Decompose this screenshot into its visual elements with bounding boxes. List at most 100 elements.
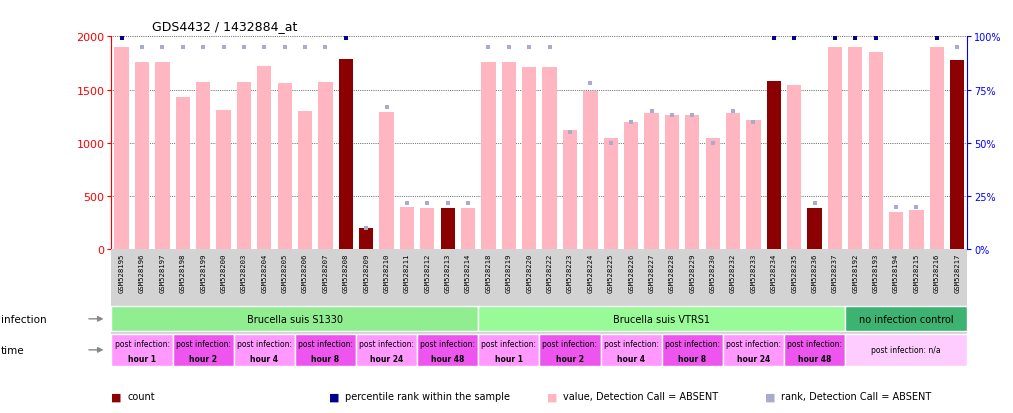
Text: GSM528205: GSM528205 bbox=[282, 253, 288, 292]
Text: GSM528215: GSM528215 bbox=[914, 253, 920, 292]
Text: GSM528208: GSM528208 bbox=[342, 253, 348, 292]
Bar bbox=[155, 63, 169, 250]
Text: ■: ■ bbox=[329, 392, 339, 401]
Text: GSM528209: GSM528209 bbox=[364, 253, 369, 292]
Bar bbox=[359, 229, 374, 250]
Text: GDS4432 / 1432884_at: GDS4432 / 1432884_at bbox=[152, 20, 298, 33]
Text: hour 2: hour 2 bbox=[556, 354, 583, 363]
Bar bbox=[135, 63, 149, 250]
Text: post infection:: post infection: bbox=[420, 339, 475, 348]
Bar bbox=[501, 63, 516, 250]
Bar bbox=[543, 68, 557, 250]
Text: hour 48: hour 48 bbox=[431, 354, 464, 363]
Text: GSM528194: GSM528194 bbox=[893, 253, 900, 292]
Bar bbox=[807, 209, 822, 250]
Bar bbox=[910, 211, 924, 250]
Text: Brucella suis VTRS1: Brucella suis VTRS1 bbox=[613, 314, 710, 324]
Text: post infection:: post infection: bbox=[114, 339, 169, 348]
Bar bbox=[420, 209, 435, 250]
Bar bbox=[868, 53, 883, 250]
Text: GSM528217: GSM528217 bbox=[954, 253, 960, 292]
Text: GSM528211: GSM528211 bbox=[404, 253, 410, 292]
Text: GSM528237: GSM528237 bbox=[832, 253, 838, 292]
Text: post infection:: post infection: bbox=[175, 339, 231, 348]
Bar bbox=[257, 67, 271, 250]
Bar bbox=[747, 121, 761, 250]
Bar bbox=[234, 334, 295, 366]
Bar bbox=[400, 207, 414, 250]
Bar bbox=[950, 61, 964, 250]
Text: GSM528195: GSM528195 bbox=[119, 253, 125, 292]
Text: GSM528198: GSM528198 bbox=[179, 253, 185, 292]
Text: GSM528200: GSM528200 bbox=[221, 253, 227, 292]
Text: post infection:: post infection: bbox=[604, 339, 658, 348]
Text: post infection:: post infection: bbox=[543, 339, 598, 348]
Text: hour 24: hour 24 bbox=[370, 354, 403, 363]
Text: GSM528222: GSM528222 bbox=[547, 253, 553, 292]
Bar bbox=[930, 48, 944, 250]
Bar bbox=[563, 131, 577, 250]
Bar bbox=[478, 307, 845, 331]
Text: GSM528232: GSM528232 bbox=[730, 253, 736, 292]
Text: time: time bbox=[1, 345, 24, 355]
Bar bbox=[380, 113, 394, 250]
Text: hour 4: hour 4 bbox=[617, 354, 645, 363]
Bar bbox=[726, 114, 741, 250]
Bar bbox=[114, 48, 129, 250]
Text: GSM528203: GSM528203 bbox=[241, 253, 247, 292]
Bar bbox=[705, 138, 720, 250]
Bar bbox=[539, 334, 601, 366]
Text: post infection:: post infection: bbox=[359, 339, 414, 348]
Text: GSM528197: GSM528197 bbox=[159, 253, 165, 292]
Bar bbox=[441, 209, 455, 250]
Text: GSM528213: GSM528213 bbox=[445, 253, 451, 292]
Text: GSM528236: GSM528236 bbox=[811, 253, 817, 292]
Text: GSM528225: GSM528225 bbox=[608, 253, 614, 292]
Bar bbox=[828, 48, 842, 250]
Bar bbox=[338, 59, 353, 250]
Text: GSM528192: GSM528192 bbox=[852, 253, 858, 292]
Bar bbox=[172, 334, 234, 366]
Text: GSM528199: GSM528199 bbox=[201, 253, 206, 292]
Bar bbox=[661, 334, 723, 366]
Text: ■: ■ bbox=[111, 392, 122, 401]
Text: GSM528210: GSM528210 bbox=[384, 253, 390, 292]
Text: hour 48: hour 48 bbox=[798, 354, 832, 363]
Bar bbox=[845, 334, 967, 366]
Bar bbox=[237, 83, 251, 250]
Bar bbox=[685, 116, 699, 250]
Bar bbox=[478, 334, 539, 366]
Text: post infection:: post infection: bbox=[726, 339, 781, 348]
Text: post infection:: post infection: bbox=[787, 339, 842, 348]
Bar bbox=[461, 209, 475, 250]
Text: GSM528229: GSM528229 bbox=[689, 253, 695, 292]
Text: hour 1: hour 1 bbox=[128, 354, 156, 363]
Text: Brucella suis S1330: Brucella suis S1330 bbox=[247, 314, 342, 324]
Bar bbox=[787, 86, 801, 250]
Text: GSM528196: GSM528196 bbox=[139, 253, 145, 292]
Text: hour 8: hour 8 bbox=[311, 354, 339, 363]
Bar bbox=[723, 334, 784, 366]
Text: percentile rank within the sample: percentile rank within the sample bbox=[345, 392, 511, 401]
Text: GSM528207: GSM528207 bbox=[322, 253, 328, 292]
Text: value, Detection Call = ABSENT: value, Detection Call = ABSENT bbox=[563, 392, 718, 401]
Text: GSM528227: GSM528227 bbox=[648, 253, 654, 292]
Bar bbox=[784, 334, 845, 366]
Bar bbox=[481, 63, 495, 250]
Text: GSM528218: GSM528218 bbox=[485, 253, 491, 292]
Bar bbox=[278, 84, 292, 250]
Text: hour 24: hour 24 bbox=[736, 354, 770, 363]
Text: GSM528223: GSM528223 bbox=[567, 253, 573, 292]
Text: hour 2: hour 2 bbox=[189, 354, 217, 363]
Bar bbox=[845, 307, 967, 331]
Bar bbox=[665, 116, 679, 250]
Bar bbox=[644, 114, 658, 250]
Text: post infection: n/a: post infection: n/a bbox=[871, 346, 941, 354]
Text: GSM528193: GSM528193 bbox=[873, 253, 878, 292]
Bar bbox=[848, 48, 862, 250]
Text: GSM528230: GSM528230 bbox=[710, 253, 715, 292]
Bar bbox=[196, 83, 211, 250]
Bar bbox=[175, 98, 189, 250]
Text: GSM528224: GSM528224 bbox=[588, 253, 594, 292]
Bar bbox=[583, 91, 598, 250]
